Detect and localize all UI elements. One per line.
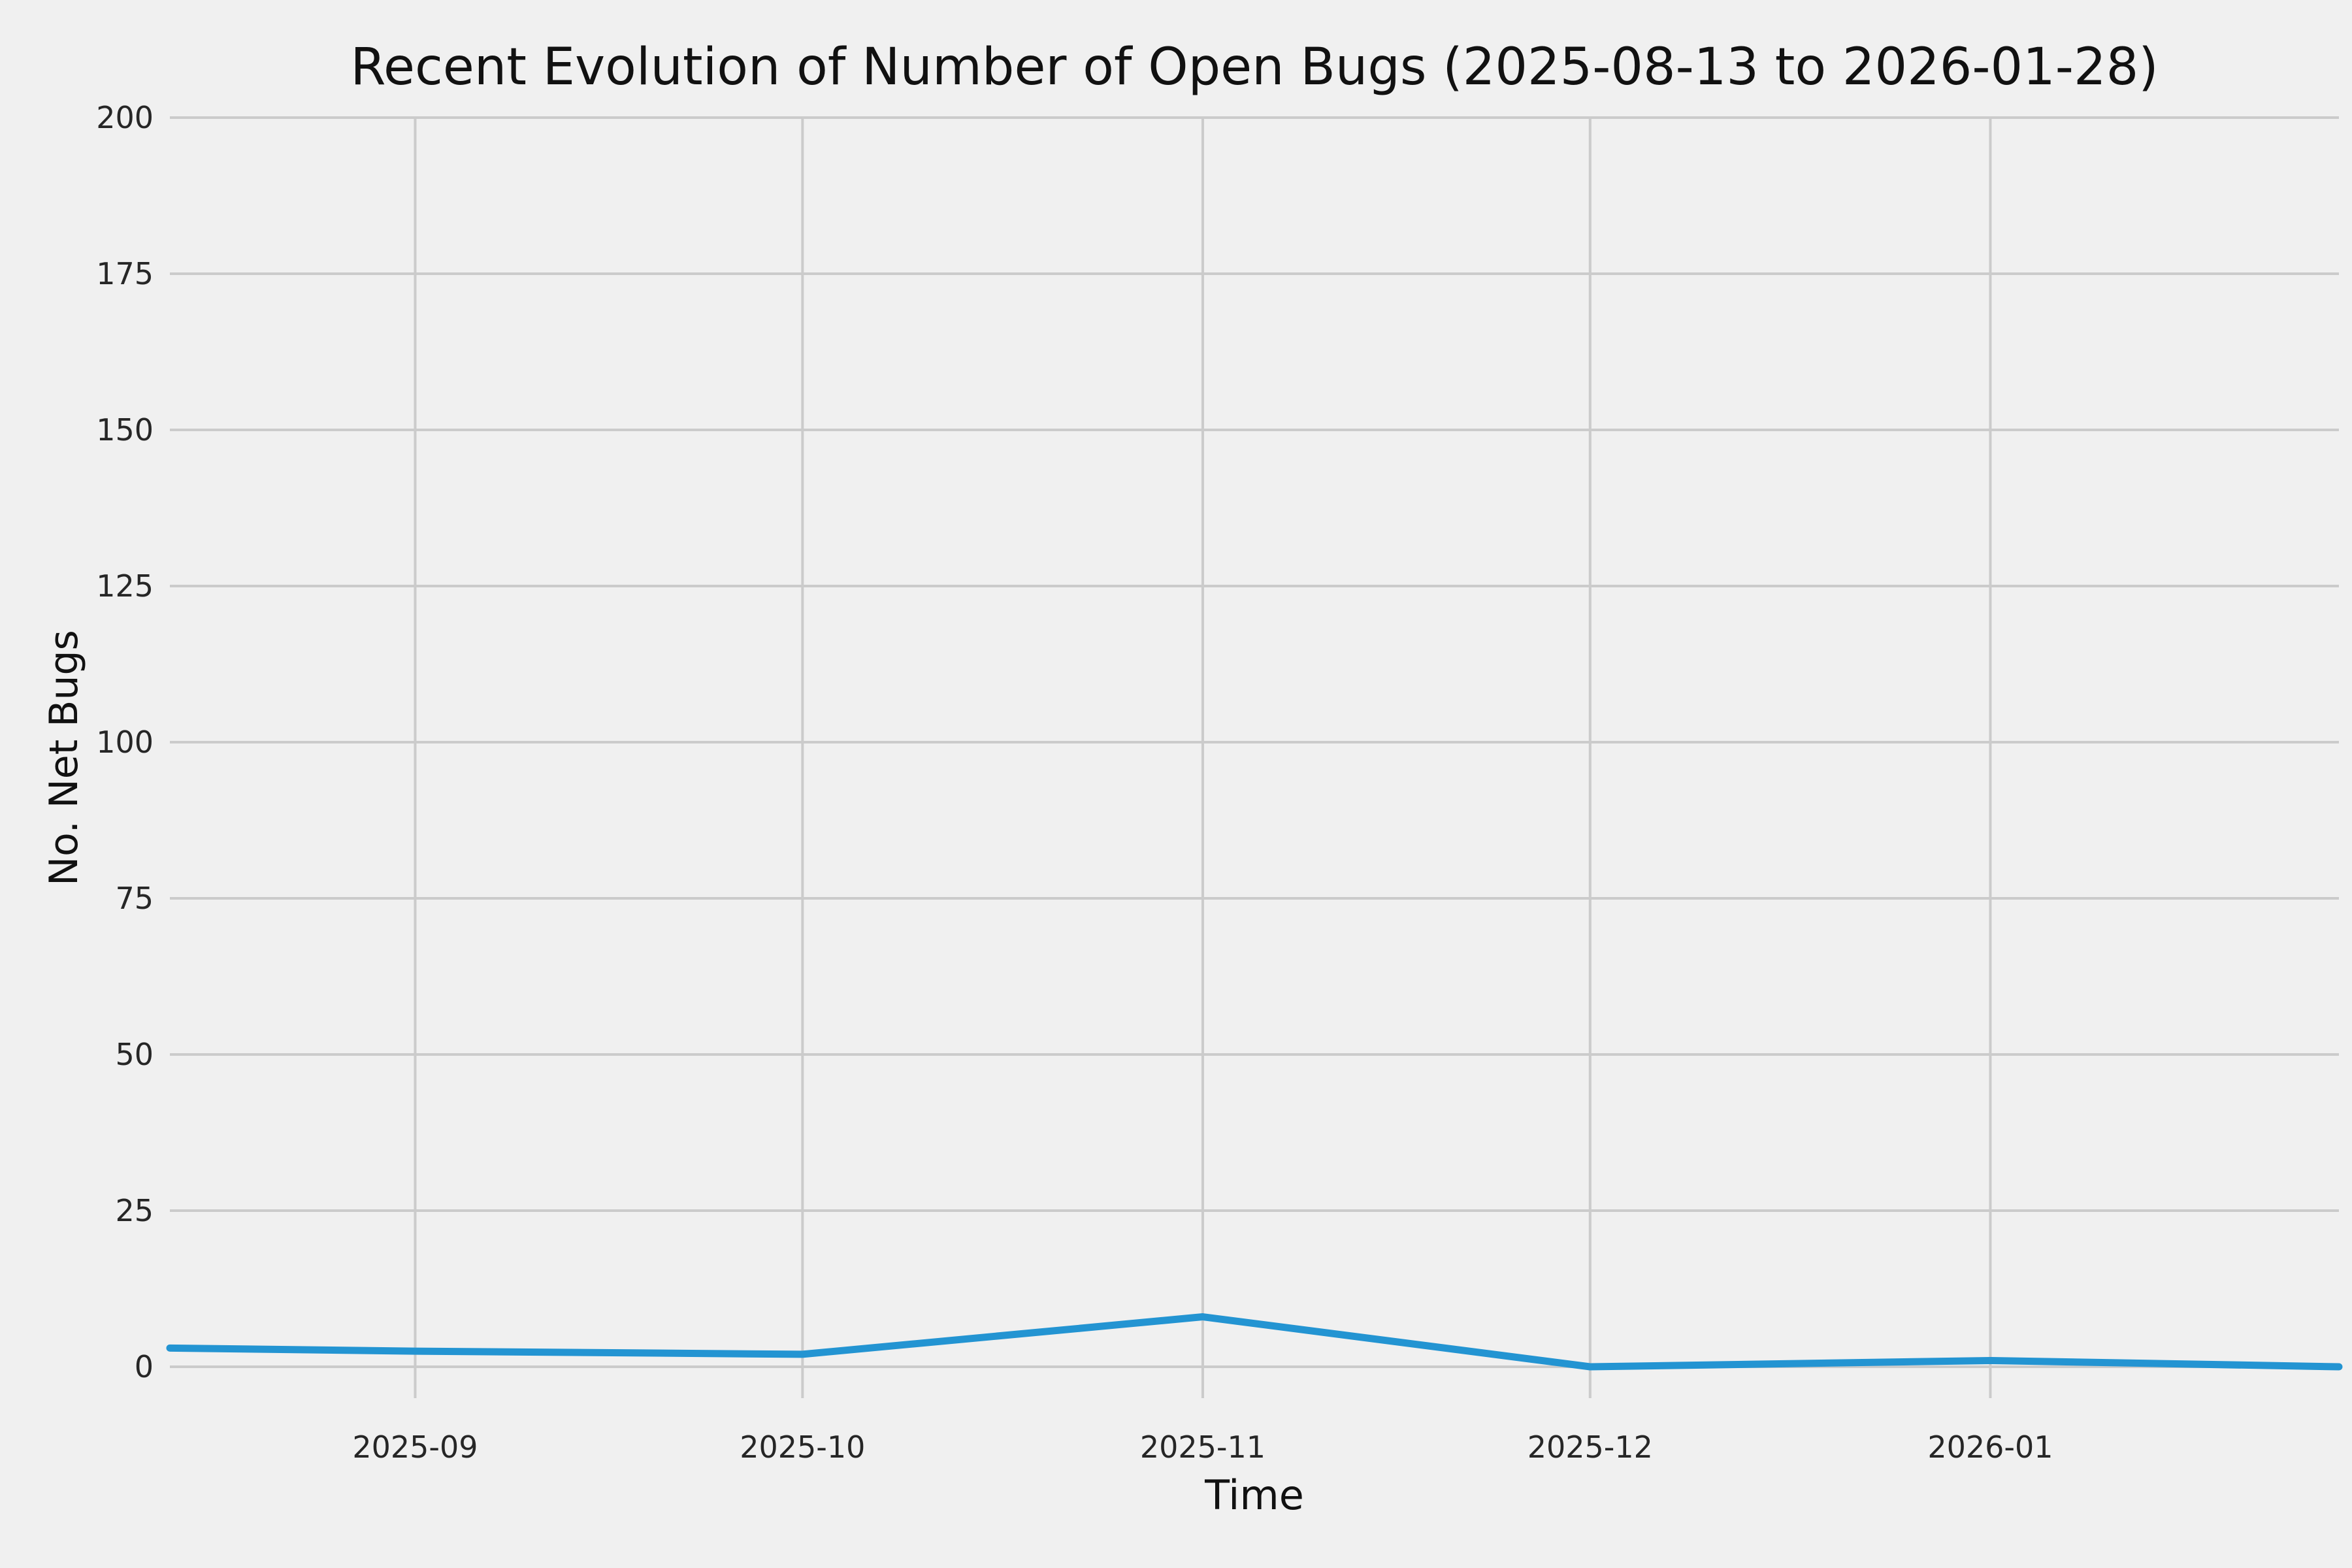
y-tick-label: 100 [96, 725, 154, 760]
y-tick-label: 200 [96, 100, 154, 135]
x-tick-label: 2025-11 [1139, 1429, 1266, 1465]
series-line-open-bugs [166, 1313, 2343, 1371]
y-tick-label: 0 [134, 1349, 154, 1384]
y-tick-label: 150 [96, 412, 154, 448]
y-tick-label: 25 [115, 1193, 154, 1228]
x-tick-label: 2025-10 [740, 1429, 866, 1465]
y-tick-label: 175 [96, 256, 154, 291]
chart-title: Recent Evolution of Number of Open Bugs … [350, 38, 2159, 97]
x-tick-label: 2025-12 [1527, 1429, 1653, 1465]
y-tick-label: 75 [115, 881, 154, 916]
y-tick-label: 125 [96, 568, 154, 604]
x-tick-label: 2026-01 [1927, 1429, 2053, 1465]
x-tick-label: 2025-09 [352, 1429, 478, 1465]
y-tick-label: 50 [115, 1037, 154, 1072]
x-axis-label: Time [1205, 1471, 1304, 1519]
